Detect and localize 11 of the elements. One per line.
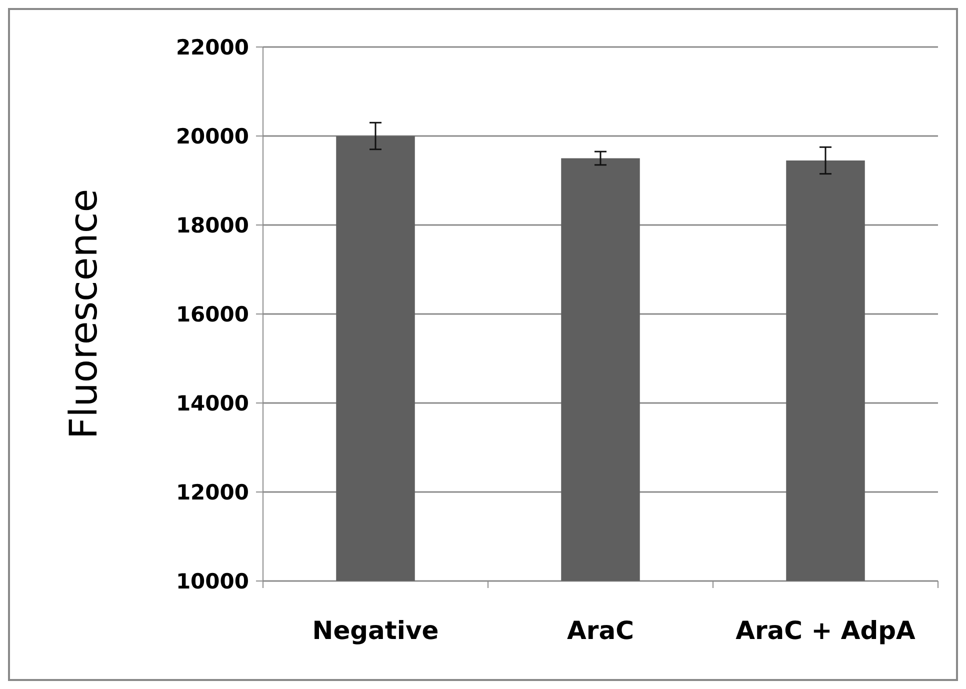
x-tick-label: Negative bbox=[312, 616, 439, 645]
y-tick-label: 18000 bbox=[176, 213, 249, 238]
y-tick-label: 10000 bbox=[176, 569, 249, 594]
y-axis-title: Fluorescence bbox=[61, 188, 106, 440]
y-tick-label: 14000 bbox=[176, 391, 249, 416]
x-tick-label: AraC bbox=[567, 616, 634, 645]
y-tick-label: 20000 bbox=[176, 124, 249, 148]
y-tick-label: 16000 bbox=[176, 302, 249, 326]
y-tick-label: 12000 bbox=[176, 480, 249, 504]
y-tick-label: 22000 bbox=[176, 35, 249, 60]
x-tick-label: AraC + AdpA bbox=[736, 616, 916, 645]
